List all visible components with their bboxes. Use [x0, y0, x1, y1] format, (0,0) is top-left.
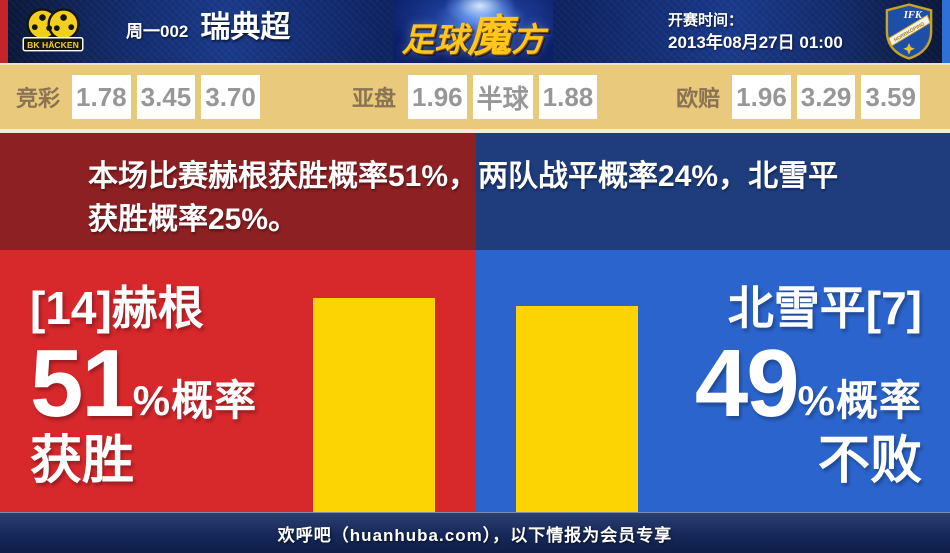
svg-text:IFK: IFK: [903, 10, 923, 21]
away-probability-bar: [516, 306, 638, 512]
site-logo-text-end: 方: [511, 20, 545, 58]
odds-value-oupei-home: 1.96: [732, 75, 791, 119]
site-logo-panel: 足球魔方: [393, 0, 553, 63]
odds-group-jingcai: 竞彩 1.78 3.45 3.70: [16, 65, 260, 129]
header: BK HÄCKEN 周一002 瑞典超 足球魔方 开赛时间： 2013年08月2…: [0, 0, 950, 63]
site-logo: 足球魔方: [402, 0, 545, 63]
site-logo-text-big: 魔: [467, 11, 512, 61]
away-percent-row: 49 %概率: [694, 330, 922, 437]
odds-label-oupei: 欧赔: [676, 86, 721, 111]
ifk-norrkoping-crest-logo: IFK NORRKÖPING: [884, 3, 934, 65]
probability-summary-band: 本场比赛赫根获胜概率51%，两队战平概率24%，北雪平 获胜概率25%。: [0, 133, 950, 250]
home-percent-suffix: %概率: [132, 377, 258, 424]
odds-bar: 竞彩 1.78 3.45 3.70 亚盘 1.96 半球 1.88 欧赔 1.9…: [0, 63, 950, 133]
summary-line-1: 本场比赛赫根获胜概率51%，两队战平概率24%，北雪平: [88, 160, 839, 193]
home-team-panel: [14]赫根 51 %概率 获胜: [0, 250, 476, 512]
svg-text:BK HÄCKEN: BK HÄCKEN: [27, 40, 79, 50]
away-team-name: 北雪平[7]: [727, 282, 922, 334]
match-info: 周一002 瑞典超: [126, 0, 290, 63]
summary-band-blue-half: [476, 133, 950, 250]
probability-panels: [14]赫根 51 %概率 获胜 北雪平[7] 49 %概率 不败: [0, 250, 950, 512]
odds-value-yapan-handicap: 半球: [472, 75, 533, 119]
home-panel-text: [14]赫根 51 %概率 获胜: [30, 280, 257, 492]
odds-value-jingcai-draw: 3.45: [136, 75, 196, 119]
odds-group-oupei: 欧赔 1.96 3.29 3.59: [676, 65, 920, 129]
away-percent-suffix: %概率: [797, 377, 922, 424]
site-logo-text: 足球: [401, 20, 468, 58]
away-team-panel: 北雪平[7] 49 %概率 不败: [476, 250, 950, 512]
left-red-stripe: [0, 0, 8, 63]
right-blue-stripe: [942, 0, 950, 63]
odds-label-jingcai: 竞彩: [16, 86, 61, 111]
home-probability-bar: [313, 298, 435, 512]
odds-group-yapan: 亚盘 1.96 半球 1.88: [352, 65, 598, 129]
odds-value-jingcai-away: 3.70: [201, 75, 260, 119]
odds-value-yapan-home: 1.96: [408, 75, 467, 119]
home-percent-row: 51 %概率: [30, 330, 258, 437]
odds-value-oupei-draw: 3.29: [796, 75, 856, 119]
home-outcome-label: 获胜: [30, 432, 135, 490]
summary-band-red-half: [0, 133, 476, 250]
home-team-name: [14]赫根: [30, 282, 204, 334]
match-code: 周一002: [126, 22, 189, 41]
footer: 欢呼吧（huanhuba.com），以下情报为会员专享: [0, 512, 950, 553]
probability-summary-text: 本场比赛赫根获胜概率51%，两队战平概率24%，北雪平 获胜概率25%。: [88, 155, 838, 241]
league-name: 瑞典超: [200, 11, 291, 44]
odds-value-oupei-away: 3.59: [861, 75, 920, 119]
bk-hacken-crest-logo: BK HÄCKEN: [22, 7, 84, 60]
footer-text: 欢呼吧（huanhuba.com），以下情报为会员专享: [277, 525, 673, 545]
kickoff-label: 开赛时间：: [668, 12, 744, 29]
away-panel-text: 北雪平[7] 49 %概率 不败: [695, 280, 922, 492]
odds-value-yapan-away: 1.88: [538, 75, 598, 119]
odds-value-jingcai-home: 1.78: [72, 75, 131, 119]
summary-line-2: 获胜概率25%。: [88, 203, 299, 236]
away-outcome-label: 不败: [817, 432, 922, 490]
odds-label-yapan: 亚盘: [352, 86, 397, 111]
kickoff-time: 2013年08月27日 01:00: [668, 33, 843, 52]
kickoff-block: 开赛时间： 2013年08月27日 01:00: [668, 11, 843, 55]
away-percent-value: 49: [694, 330, 800, 437]
home-percent-value: 51: [30, 330, 135, 437]
